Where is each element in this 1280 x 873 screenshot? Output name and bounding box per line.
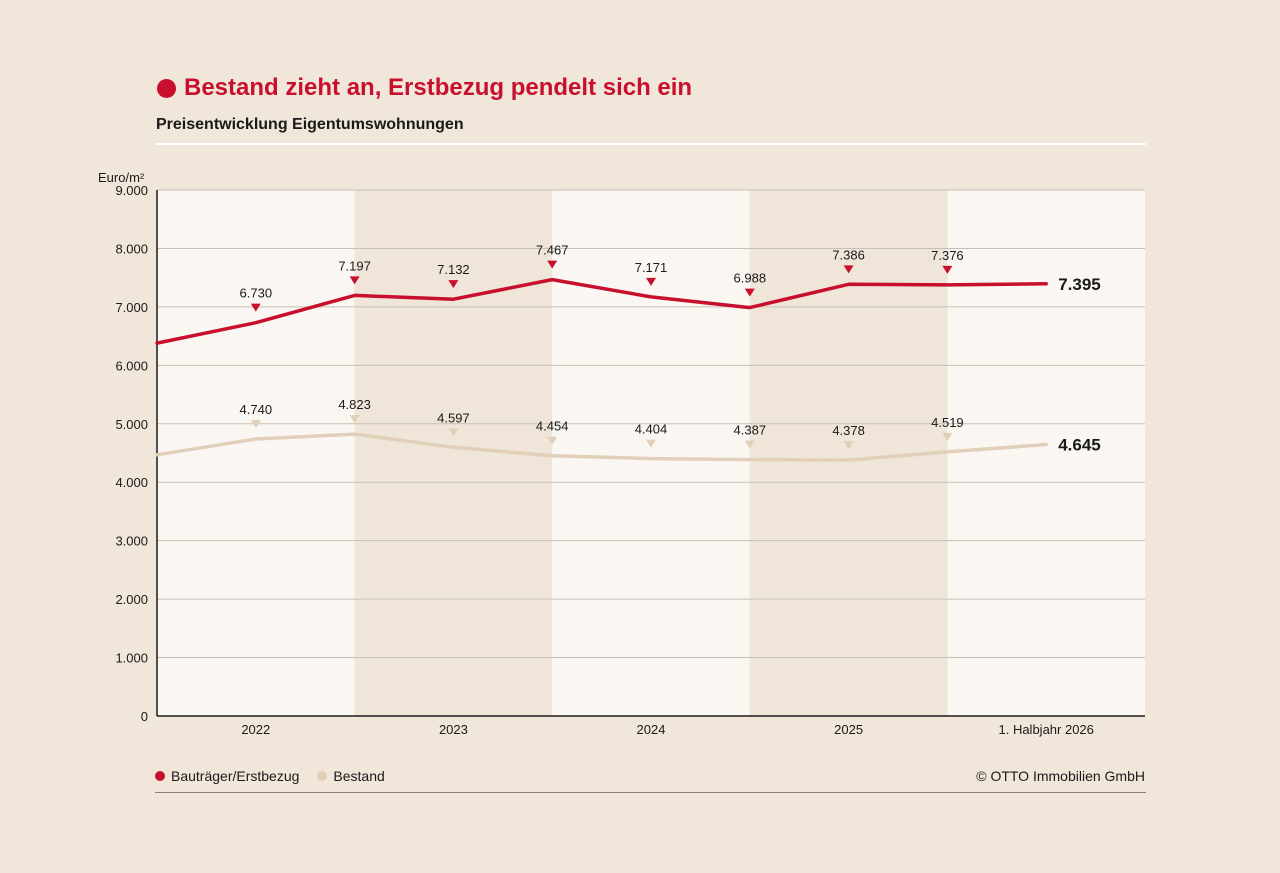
- data-label-final: 4.645: [1058, 436, 1101, 455]
- data-label: 7.171: [635, 260, 668, 275]
- title-bullet-icon: [157, 78, 176, 98]
- legend-label-bestand: Bestand: [333, 768, 385, 784]
- data-marker: [942, 265, 953, 274]
- y-tick-label: 0: [141, 709, 148, 724]
- y-tick-label: 6.000: [115, 358, 148, 373]
- series-line-erstbezug: [155, 277, 1048, 345]
- data-label: 6.730: [240, 286, 273, 301]
- y-tick-label: 5.000: [115, 417, 148, 432]
- data-label: 4.597: [437, 410, 470, 425]
- data-label: 4.740: [240, 402, 273, 417]
- data-marker: [547, 260, 558, 269]
- legend-item-bestand: Bestand: [317, 768, 385, 784]
- legend-label-erstbezug: Bauträger/Erstbezug: [171, 768, 300, 784]
- data-label: 7.386: [832, 247, 865, 262]
- y-tick-label: 3.000: [115, 534, 148, 549]
- y-tick-label: 8.000: [115, 241, 148, 256]
- x-tick-label: 1. Halbjahr 2026: [998, 722, 1093, 737]
- data-label: 4.823: [338, 397, 371, 412]
- chart-subtitle: Preisentwicklung Eigentumswohnungen: [156, 116, 464, 133]
- data-label: 7.132: [437, 262, 470, 277]
- y-tick-label: 2.000: [115, 592, 148, 607]
- data-marker: [744, 288, 755, 297]
- data-label: 7.467: [536, 243, 569, 258]
- x-tick-label: 2025: [834, 722, 863, 737]
- top-divider: [155, 143, 1146, 145]
- data-marker: [349, 276, 360, 285]
- data-marker: [646, 439, 656, 448]
- data-label: 4.404: [635, 422, 668, 437]
- y-tick-label: 7.000: [115, 300, 148, 315]
- data-label: 6.988: [734, 271, 767, 286]
- data-marker: [942, 432, 953, 441]
- legend-swatch-erstbezug: [155, 771, 165, 781]
- data-label: 7.197: [338, 258, 371, 273]
- data-marker: [843, 265, 854, 274]
- data-marker: [250, 303, 261, 312]
- y-tick-label: 4.000: [115, 475, 148, 490]
- data-marker: [843, 441, 854, 450]
- data-label-final: 7.395: [1058, 275, 1101, 294]
- bottom-divider: [155, 792, 1146, 793]
- data-label: 4.387: [734, 423, 767, 438]
- data-label: 4.519: [931, 415, 964, 430]
- x-tick-label: 2024: [637, 722, 666, 737]
- y-tick-label: 1.000: [115, 651, 148, 666]
- data-label: 4.378: [832, 423, 865, 438]
- data-marker: [646, 277, 656, 286]
- band-1. Halbjahr 2026: [947, 190, 1145, 716]
- chart-title-text: Bestand zieht an, Erstbezug pendelt sich…: [184, 74, 693, 101]
- band-2024: [552, 190, 750, 716]
- data-marker: [448, 428, 459, 437]
- data-marker: [744, 440, 755, 449]
- data-label: 4.454: [536, 419, 569, 434]
- copyright: © OTTO Immobilien GmbH: [976, 768, 1145, 784]
- data-marker: [448, 280, 459, 289]
- y-tick-label: 9.000: [115, 183, 148, 198]
- band-2022: [157, 190, 355, 716]
- data-marker: [547, 436, 558, 445]
- chart-title: Bestand zieht an, Erstbezug pendelt sich…: [157, 74, 692, 102]
- legend-swatch-bestand: [317, 771, 328, 781]
- y-axis-label: Euro/m²: [98, 170, 145, 185]
- legend-item-erstbezug: Bauträger/Erstbezug: [155, 768, 299, 784]
- data-marker: [250, 419, 261, 428]
- data-label: 7.376: [931, 248, 964, 263]
- data-marker: [349, 415, 360, 424]
- x-tick-label: 2023: [439, 722, 468, 737]
- series-line-bestand: [155, 432, 1048, 462]
- x-tick-label: 2022: [241, 722, 270, 737]
- legend: Bauträger/Erstbezug Bestand: [155, 768, 403, 784]
